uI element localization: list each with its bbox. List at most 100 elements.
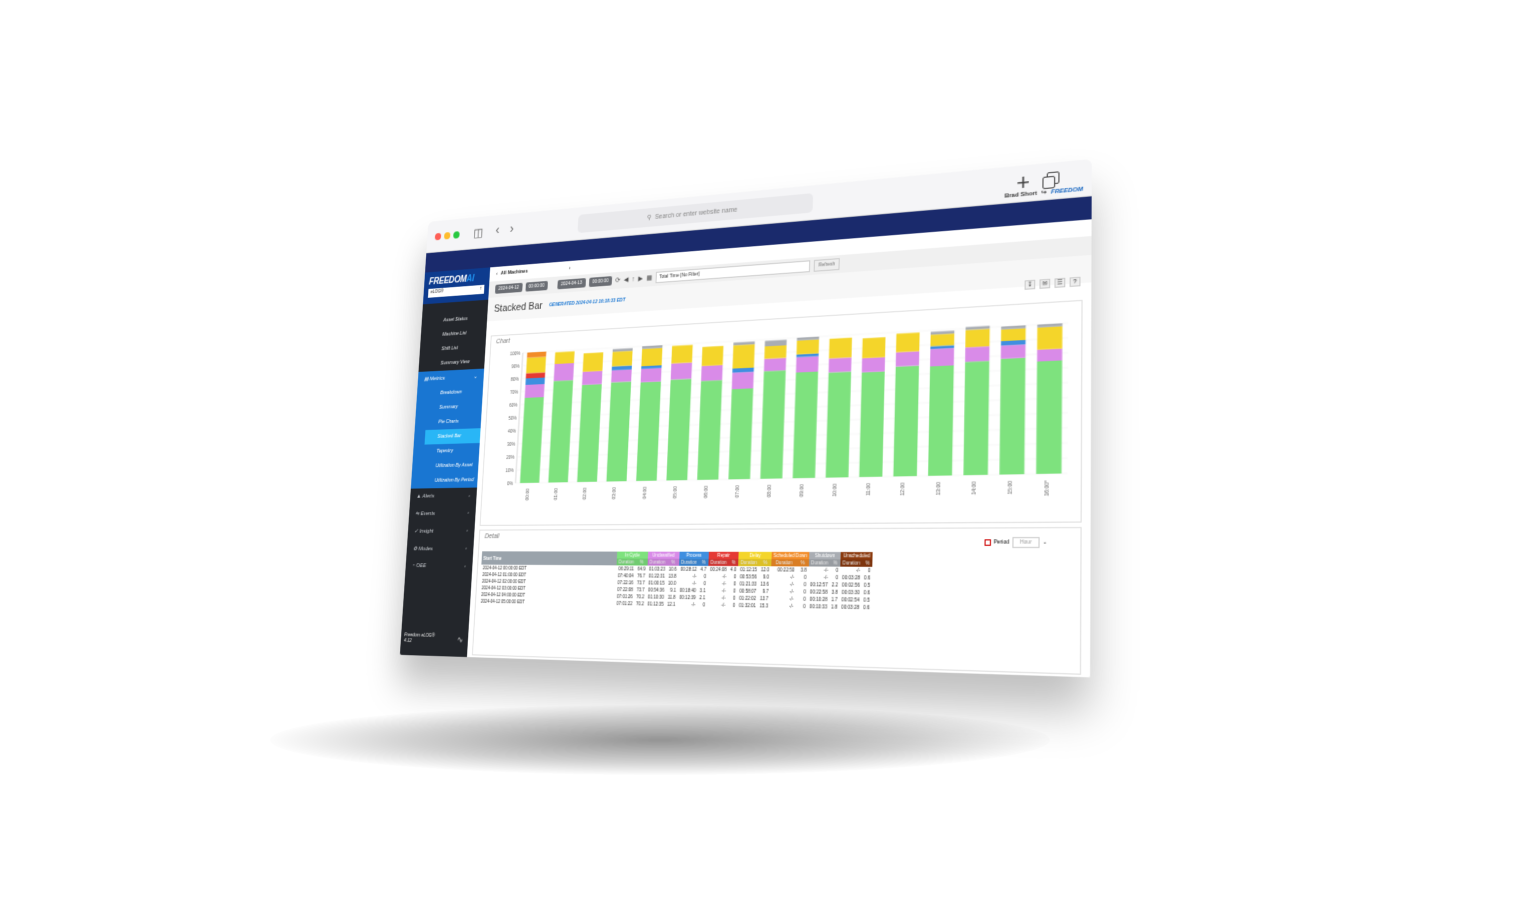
table-cell: 0 — [867, 567, 871, 574]
period-checkbox[interactable] — [983, 539, 991, 546]
sidebar-group-insight[interactable]: ✓ Insight ‹ — [414, 527, 469, 535]
reload-icon[interactable]: ⟳ — [615, 277, 621, 285]
x-tick-label: 13:00 — [935, 482, 942, 496]
sub-column-header[interactable]: Duration — [771, 559, 797, 567]
machine-select[interactable]: All Machines — [500, 268, 528, 277]
sidebar-toggle-icon[interactable]: ◫ — [473, 225, 484, 240]
footer-version: 4.12 — [403, 637, 412, 644]
bar-segment-delay — [862, 337, 886, 359]
sub-column-header[interactable]: Duration — [808, 559, 831, 567]
sidebar-footer: Freedom eLOG® 4.12 — [404, 632, 435, 644]
table-cell: 0.6 — [863, 590, 871, 596]
sub-column-header[interactable]: Duration — [738, 558, 760, 567]
previous-icon[interactable]: ◀ — [623, 276, 629, 284]
sub-column-header[interactable]: Duration — [647, 558, 668, 566]
chevron-left-icon: ‹ — [468, 493, 471, 499]
bar-segment-in-cycle — [893, 365, 920, 477]
sub-column-header[interactable]: Duration — [840, 559, 863, 567]
list-icon[interactable]: ☰ — [1054, 277, 1066, 288]
sidebar-group-alerts[interactable]: ▲ Alerts ‹ — [416, 493, 471, 500]
calendar-icon[interactable]: ▦ — [646, 274, 653, 282]
table-cell: 0 — [835, 575, 839, 581]
chevron-down-icon: ↕ — [479, 285, 483, 292]
forward-arrow-icon[interactable]: › — [509, 220, 515, 237]
bar-segment-unclassified — [670, 362, 693, 380]
bar-segment-delay — [796, 339, 820, 355]
sub-column-header[interactable]: Duration — [708, 558, 729, 567]
chevron-left-icon: ‹ — [466, 527, 469, 534]
window-shadow — [270, 705, 1050, 775]
sidebar-group-modes[interactable]: ⚙ Modes ‹ — [412, 545, 468, 553]
sidebar-item-stacked-bar[interactable]: Stacked Bar — [424, 428, 481, 445]
help-icon[interactable]: ? — [1069, 276, 1081, 287]
bar-segment-in-cycle — [999, 357, 1026, 475]
chevron-left-icon[interactable]: ‹ — [495, 271, 498, 277]
bar-segment-delay — [582, 352, 604, 372]
sub-column-header[interactable]: Duration — [616, 558, 637, 566]
sub-column-header[interactable]: Duration — [678, 558, 700, 566]
bar-segment-unclassified — [861, 357, 886, 373]
email-icon[interactable]: ✉ — [1039, 278, 1051, 289]
bar-segment-in-cycle — [636, 381, 661, 482]
table-cell: 3.8 — [800, 567, 807, 573]
sidebar-item-utilization-by-asset[interactable]: Utilization By Asset — [435, 462, 473, 469]
table-cell: 70.2 — [635, 601, 645, 607]
sub-column-header[interactable]: % — [698, 558, 709, 566]
table-cell: 2.2 — [831, 582, 839, 588]
product-select[interactable]: eLOG® ↕ — [427, 284, 485, 298]
next-icon[interactable]: ▶ — [638, 275, 644, 283]
sidebar-item-utilization-by-period[interactable]: Utilization By Period — [434, 477, 474, 484]
table-cell: 4.7 — [700, 566, 707, 572]
maximize-window-button[interactable] — [453, 231, 460, 239]
bar-segment-process — [732, 367, 754, 373]
table-cell: 01:12:35 — [647, 601, 664, 607]
table-cell: -/- — [789, 603, 794, 609]
start-time-input[interactable]: 00:00:00 — [525, 280, 548, 292]
sidebar-item-tapestry[interactable]: Tapestry — [436, 448, 454, 455]
y-tick-label: 70% — [510, 390, 519, 396]
bar-segment-delay — [764, 345, 787, 359]
x-tick-label: 16:00* — [1044, 480, 1051, 496]
bar-segment-unclassified — [828, 357, 852, 373]
tab-overview-icon[interactable] — [1046, 171, 1060, 185]
sub-column-header[interactable]: % — [862, 559, 873, 567]
sub-column-header[interactable]: % — [796, 559, 809, 567]
bar-segment-process — [525, 377, 545, 385]
rss-icon[interactable]: ∿ — [456, 634, 464, 645]
logout-icon[interactable]: ↪ — [1041, 189, 1047, 197]
end-time-input[interactable]: 00:00:00 — [588, 276, 613, 288]
y-tick-label: 0% — [507, 481, 514, 487]
end-date-input[interactable]: 2024-04-13 — [557, 278, 586, 290]
bar-segment-unclassified — [1037, 348, 1063, 362]
up-arrow-icon[interactable]: ↑ — [631, 275, 636, 283]
sidebar-group-oee[interactable]: ◔ OEE ‹ — [411, 563, 467, 570]
sidebar-group-events[interactable]: ⇋ Events ‹ — [415, 510, 470, 518]
detail-table: Start Time In Cycle Unclassified Process Rep… — [479, 551, 874, 611]
start-date-input[interactable]: 2024-04-12 — [494, 282, 523, 294]
chevron-down-icon[interactable]: ⌄ — [1042, 539, 1048, 546]
app-body: FREEDOMAI eLOG® ↕ Asset Status Machine Li… — [399, 219, 1092, 678]
chevron-left-icon: ‹ — [467, 510, 470, 516]
bar-segment-unclassified — [553, 363, 574, 382]
group-header[interactable]: Unscheduled — [840, 552, 874, 560]
sub-column-header[interactable]: % — [635, 558, 648, 566]
chevron-right-icon[interactable]: › — [568, 265, 571, 272]
page-title: Stacked Bar — [493, 300, 543, 315]
x-tick-label: 03:00 — [612, 487, 618, 500]
table-cell: 0 — [732, 602, 736, 608]
refresh-select[interactable]: Refresh — [813, 258, 841, 272]
minimize-window-button[interactable] — [443, 231, 451, 240]
table-cell: 3.8 — [831, 589, 838, 595]
download-icon[interactable]: ↧ — [1024, 279, 1036, 290]
start-time-header[interactable]: Start Time — [481, 551, 618, 566]
group-header[interactable]: Shutdown — [808, 551, 841, 560]
table-cell: 07:01:22 — [616, 600, 633, 607]
sub-column-header[interactable]: % — [830, 559, 841, 567]
back-arrow-icon[interactable]: ‹ — [495, 222, 500, 238]
period-select[interactable]: Hour — [1012, 537, 1040, 549]
bar-segment-delay — [828, 337, 852, 359]
sub-column-header[interactable]: % — [728, 558, 739, 567]
sub-column-header[interactable]: % — [759, 559, 772, 567]
sub-column-header[interactable]: % — [667, 558, 680, 566]
close-window-button[interactable] — [434, 232, 442, 241]
